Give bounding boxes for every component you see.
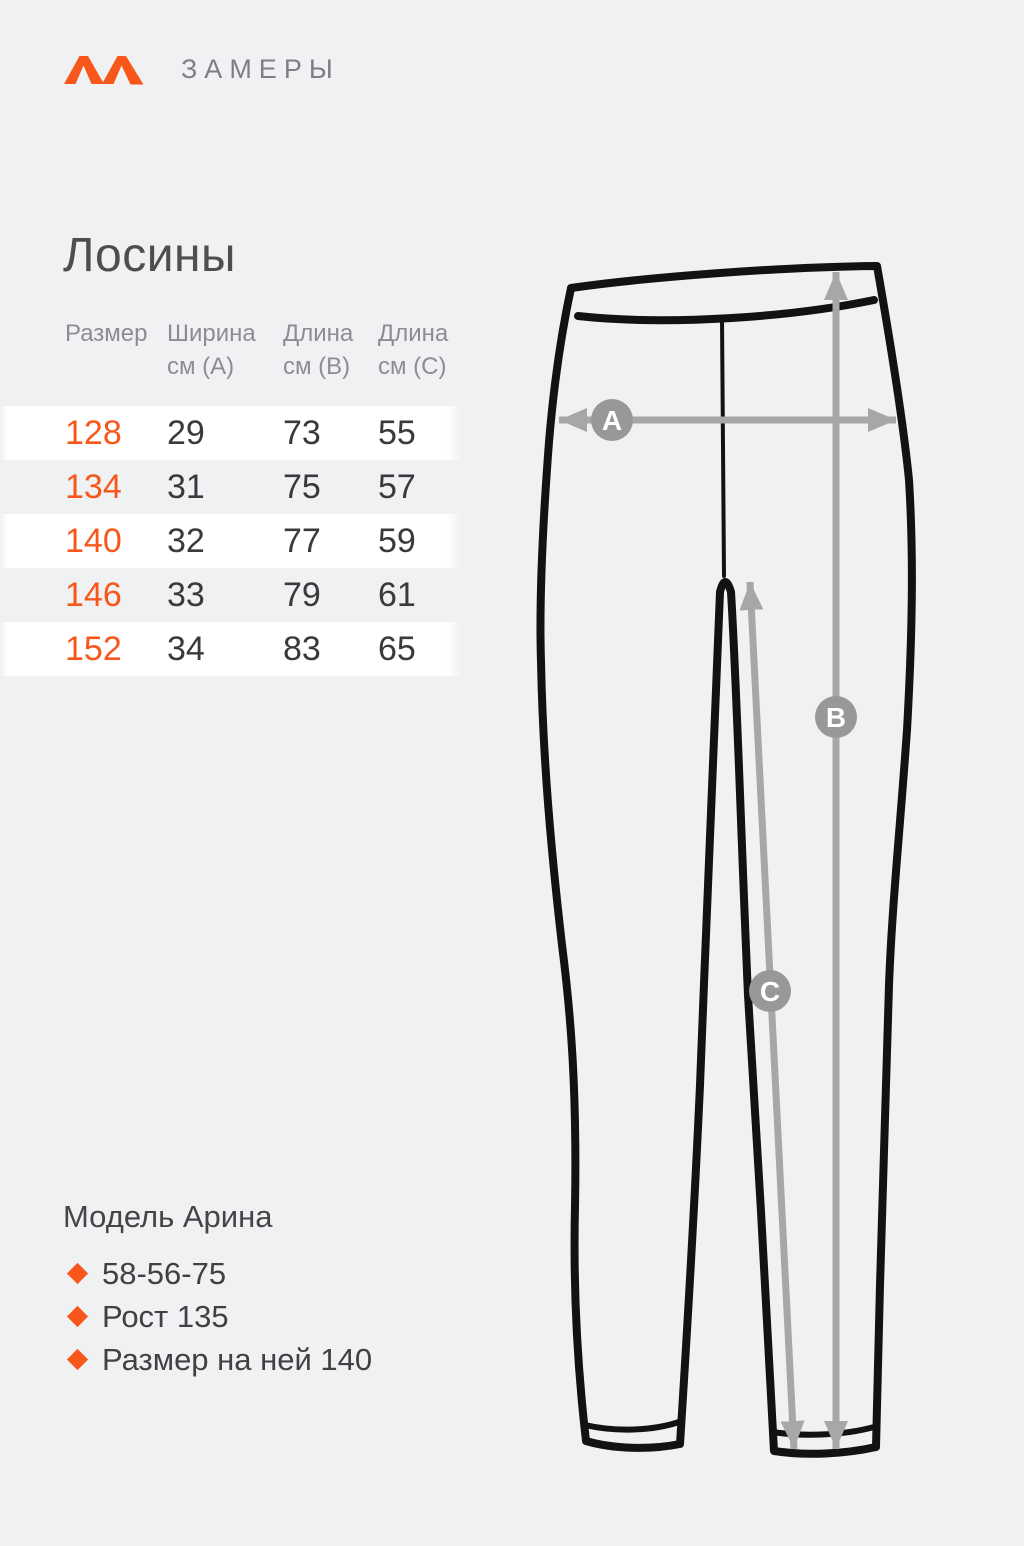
table-row: 140 32 77 59	[0, 514, 468, 568]
badge-c-label: C	[760, 976, 780, 1007]
badge-a-circle	[591, 399, 633, 441]
measure-arrow-c	[739, 581, 805, 1450]
leggings-outline	[536, 262, 916, 1458]
width-a-cell: 32	[167, 521, 205, 560]
size-cell: 134	[65, 467, 122, 506]
size-cell: 128	[65, 413, 122, 452]
length-b-cell: 75	[283, 467, 321, 506]
length-b-cell: 79	[283, 575, 321, 614]
width-a-cell: 31	[167, 467, 205, 506]
diamond-bullet-icon	[66, 1348, 89, 1371]
brand-logo-chevrons-icon	[64, 56, 144, 85]
size-table-header: Размер Ширина см (А) Длина см (В) Длина …	[0, 317, 468, 383]
page-heading: ЗАМЕРЫ	[181, 54, 340, 84]
product-title: Лосины	[63, 229, 237, 282]
badge-b-circle	[815, 696, 857, 738]
size-cell: 140	[65, 521, 122, 560]
model-height: Рост 135	[102, 1298, 229, 1334]
badge-a-label: A	[602, 405, 622, 436]
size-table-body: 128 29 73 55 134 31 75 57 140 32 77 59 1…	[0, 406, 468, 676]
column-header-length-b: Длина см (В)	[283, 320, 354, 380]
badge-b-label: B	[826, 702, 846, 733]
width-a-cell: 33	[167, 575, 205, 614]
length-b-cell: 77	[283, 521, 321, 560]
table-row: 152 34 83 65	[0, 622, 468, 676]
list-item: Размер на ней 140	[63, 1338, 372, 1381]
column-header-size: Размер	[65, 320, 148, 347]
length-c-cell: 65	[378, 629, 416, 668]
list-item: 58-56-75	[63, 1252, 372, 1295]
model-info: Модель Арина 58-56-75 Рост 135 Размер на…	[63, 1199, 372, 1381]
table-row: 128 29 73 55	[0, 406, 468, 460]
diamond-bullet-icon	[66, 1305, 89, 1328]
table-row: 146 33 79 61	[0, 568, 468, 622]
model-title: Модель Арина	[63, 1199, 273, 1234]
width-a-cell: 29	[167, 413, 205, 452]
length-c-cell: 55	[378, 413, 416, 452]
length-c-cell: 59	[378, 521, 416, 560]
length-c-cell: 57	[378, 467, 416, 506]
size-cell: 146	[65, 575, 122, 614]
model-bullet-list: 58-56-75 Рост 135 Размер на ней 140	[63, 1252, 372, 1381]
width-a-cell: 34	[167, 629, 205, 668]
model-measurements: 58-56-75	[102, 1255, 227, 1291]
diamond-bullet-icon	[66, 1262, 89, 1285]
list-item: Рост 135	[63, 1295, 372, 1338]
length-b-cell: 73	[283, 413, 321, 452]
model-size-worn: Размер на ней 140	[102, 1341, 373, 1377]
length-b-cell: 83	[283, 629, 321, 668]
column-header-length-c: Длина см (С)	[378, 320, 449, 380]
size-cell: 152	[65, 629, 122, 668]
table-row: 134 31 75 57	[0, 460, 468, 514]
length-c-cell: 61	[378, 575, 416, 614]
badge-c-circle	[749, 970, 791, 1012]
column-header-width-a: Ширина см (А)	[167, 320, 256, 380]
